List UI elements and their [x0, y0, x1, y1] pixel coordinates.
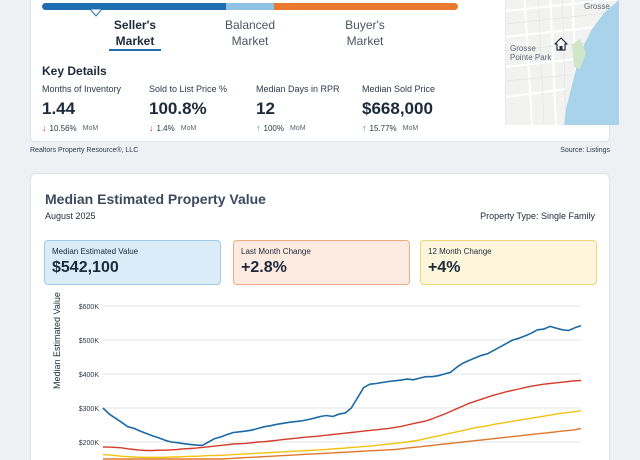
stat-change-period: MoM — [82, 124, 99, 132]
balanced-market-label-line2: Market — [231, 34, 269, 48]
map-label-line2: Pointe Park — [510, 53, 552, 62]
arrow-up-icon: ↑ — [362, 123, 367, 133]
y-tick-label: $400K — [79, 372, 100, 379]
arrow-up-icon: ↑ — [256, 123, 261, 133]
stat-change: ↓ 10.56% MoM — [42, 123, 152, 133]
market-card: Seller's Market Balanced Market Buyer's … — [30, 0, 619, 142]
stat-median-days: Median Days in RPR 12 ↑ 100% MoM — [256, 84, 366, 133]
series-line-1[interactable] — [103, 379, 582, 452]
stat-label: Sold to List Price % — [149, 84, 228, 94]
map-canvas — [506, 0, 619, 125]
stat-change-period: MoM — [289, 124, 306, 132]
twelve-month-change-box: 12 Month Change +4% — [420, 240, 597, 285]
series-line-3[interactable] — [103, 427, 582, 460]
stat-value: 1.44 — [42, 99, 76, 118]
stat-change: ↑ 15.77% MoM — [362, 123, 472, 133]
stat-change: ↑ 100% MoM — [256, 123, 366, 133]
key-details-title: Key Details — [42, 64, 107, 78]
median-estimated-value-box: Median Estimated Value $542,100 — [44, 240, 221, 285]
buyer-market-bar — [274, 3, 458, 10]
y-tick-label: $300K — [79, 406, 100, 413]
box-label: Last Month Change — [241, 247, 311, 256]
buyers-market-label-line2: Market — [346, 34, 384, 48]
stat-change-value: 10.56% — [49, 123, 77, 133]
stat-label: Median Sold Price — [362, 84, 436, 94]
y-tick-label: $200K — [79, 440, 100, 447]
estimated-value-card: Median Estimated Property Value August 2… — [30, 173, 610, 460]
estimate-title: Median Estimated Property Value — [45, 191, 266, 207]
market-indicator-icon — [90, 9, 102, 17]
map-label-grosse-pointe-park: Grosse Pointe Park — [510, 44, 551, 62]
series-line-2[interactable] — [102, 410, 582, 459]
tab-sellers-market[interactable]: Seller's Market — [90, 17, 180, 51]
stat-value: $668,000 — [362, 99, 433, 118]
stat-value: 12 — [256, 99, 275, 118]
box-value: $542,100 — [52, 259, 119, 276]
tab-balanced-market[interactable]: Balanced Market — [205, 17, 295, 49]
footer-attribution: Realtors Property Resource®, LLC — [30, 147, 139, 154]
box-value: +2.8% — [241, 259, 287, 276]
tab-buyers-market[interactable]: Buyer's Market — [320, 17, 410, 49]
stat-sold-to-list: Sold to List Price % 100.8% ↓ 1.4% MoM — [149, 84, 259, 133]
stat-change-period: MoM — [402, 124, 419, 132]
footer-source: Source: Listings — [560, 147, 610, 154]
sellers-market-label-line1: Seller's — [113, 18, 157, 32]
sellers-market-label-line2: Market — [115, 34, 155, 48]
box-label: 12 Month Change — [428, 247, 492, 256]
stat-change-period: MoM — [180, 124, 197, 132]
stat-months-of-inventory: Months of Inventory 1.44 ↓ 10.56% MoM — [42, 84, 152, 133]
stat-change: ↓ 1.4% MoM — [149, 123, 259, 133]
y-tick-label: $600K — [79, 304, 100, 311]
property-type: Property Type: Single Family — [480, 211, 595, 221]
map-label-grosse: Grosse — [584, 2, 610, 11]
home-icon[interactable] — [554, 37, 568, 51]
stat-change-value: 1.4% — [156, 123, 175, 133]
series-line-0[interactable] — [102, 324, 582, 447]
arrow-down-icon: ↓ — [42, 123, 47, 133]
map-label-line1: Grosse — [510, 44, 536, 53]
stat-label: Months of Inventory — [42, 84, 122, 94]
box-label: Median Estimated Value — [52, 247, 139, 256]
last-month-change-box: Last Month Change +2.8% — [233, 240, 410, 285]
stat-change-value: 15.77% — [369, 123, 397, 133]
area-map[interactable]: Grosse Grosse Pointe Park — [505, 0, 619, 125]
estimate-date: August 2025 — [45, 211, 96, 221]
box-value: +4% — [428, 259, 461, 276]
stat-change-value: 100% — [263, 123, 284, 133]
stat-value: 100.8% — [149, 99, 207, 118]
active-underline — [109, 49, 161, 51]
balanced-market-label-line1: Balanced — [224, 18, 276, 32]
y-tick-label: $500K — [79, 338, 100, 345]
estimated-value-chart: $600K $500K $400K $300K $200K — [79, 304, 582, 460]
balanced-market-bar — [226, 3, 274, 10]
arrow-down-icon: ↓ — [149, 123, 154, 133]
stat-median-sold-price: Median Sold Price $668,000 ↑ 15.77% MoM — [362, 84, 472, 133]
seller-market-bar — [42, 3, 226, 10]
buyers-market-label-line1: Buyer's — [345, 18, 385, 32]
stat-label: Median Days in RPR — [256, 84, 340, 94]
